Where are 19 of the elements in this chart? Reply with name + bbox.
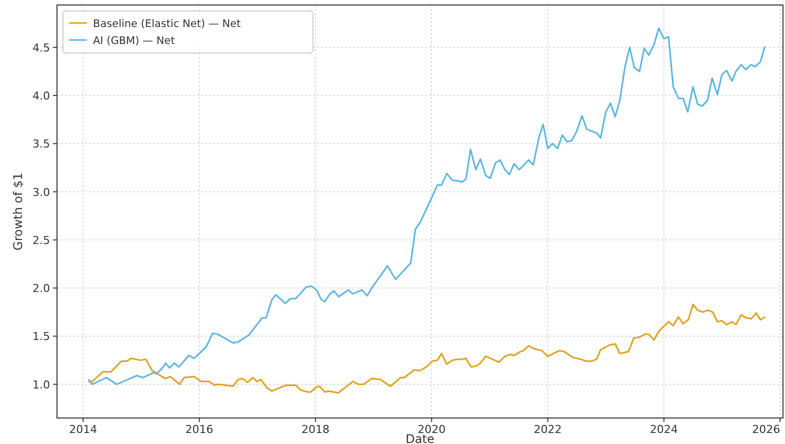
line-series bbox=[88, 304, 766, 394]
y-tick-label: 1.5 bbox=[32, 330, 50, 344]
x-tick-label: 2018 bbox=[301, 423, 330, 436]
y-tick-label: 1.0 bbox=[32, 378, 50, 392]
x-tick-label: 2022 bbox=[534, 423, 562, 436]
line-series bbox=[88, 27, 766, 386]
y-tick-label: 3.5 bbox=[32, 138, 50, 151]
legend-label: Baseline (Elastic Net) — Net bbox=[93, 18, 241, 30]
y-tick-label: 4.5 bbox=[32, 41, 50, 54]
y-tick-label: 2.5 bbox=[32, 234, 50, 247]
x-tick-label: 2016 bbox=[185, 423, 214, 436]
y-tick-label: 3.0 bbox=[32, 186, 50, 199]
x-tick-label: 2014 bbox=[69, 423, 98, 436]
x-tick-label: 2026 bbox=[752, 423, 780, 436]
y-tick-label: 4.0 bbox=[32, 89, 50, 102]
legend-label: AI (GBM) — Net bbox=[93, 35, 175, 47]
y-axis-title: Growth of $1 bbox=[11, 172, 25, 250]
x-tick-label: 2024 bbox=[650, 423, 678, 436]
y-tick-label: 2.0 bbox=[32, 282, 50, 296]
